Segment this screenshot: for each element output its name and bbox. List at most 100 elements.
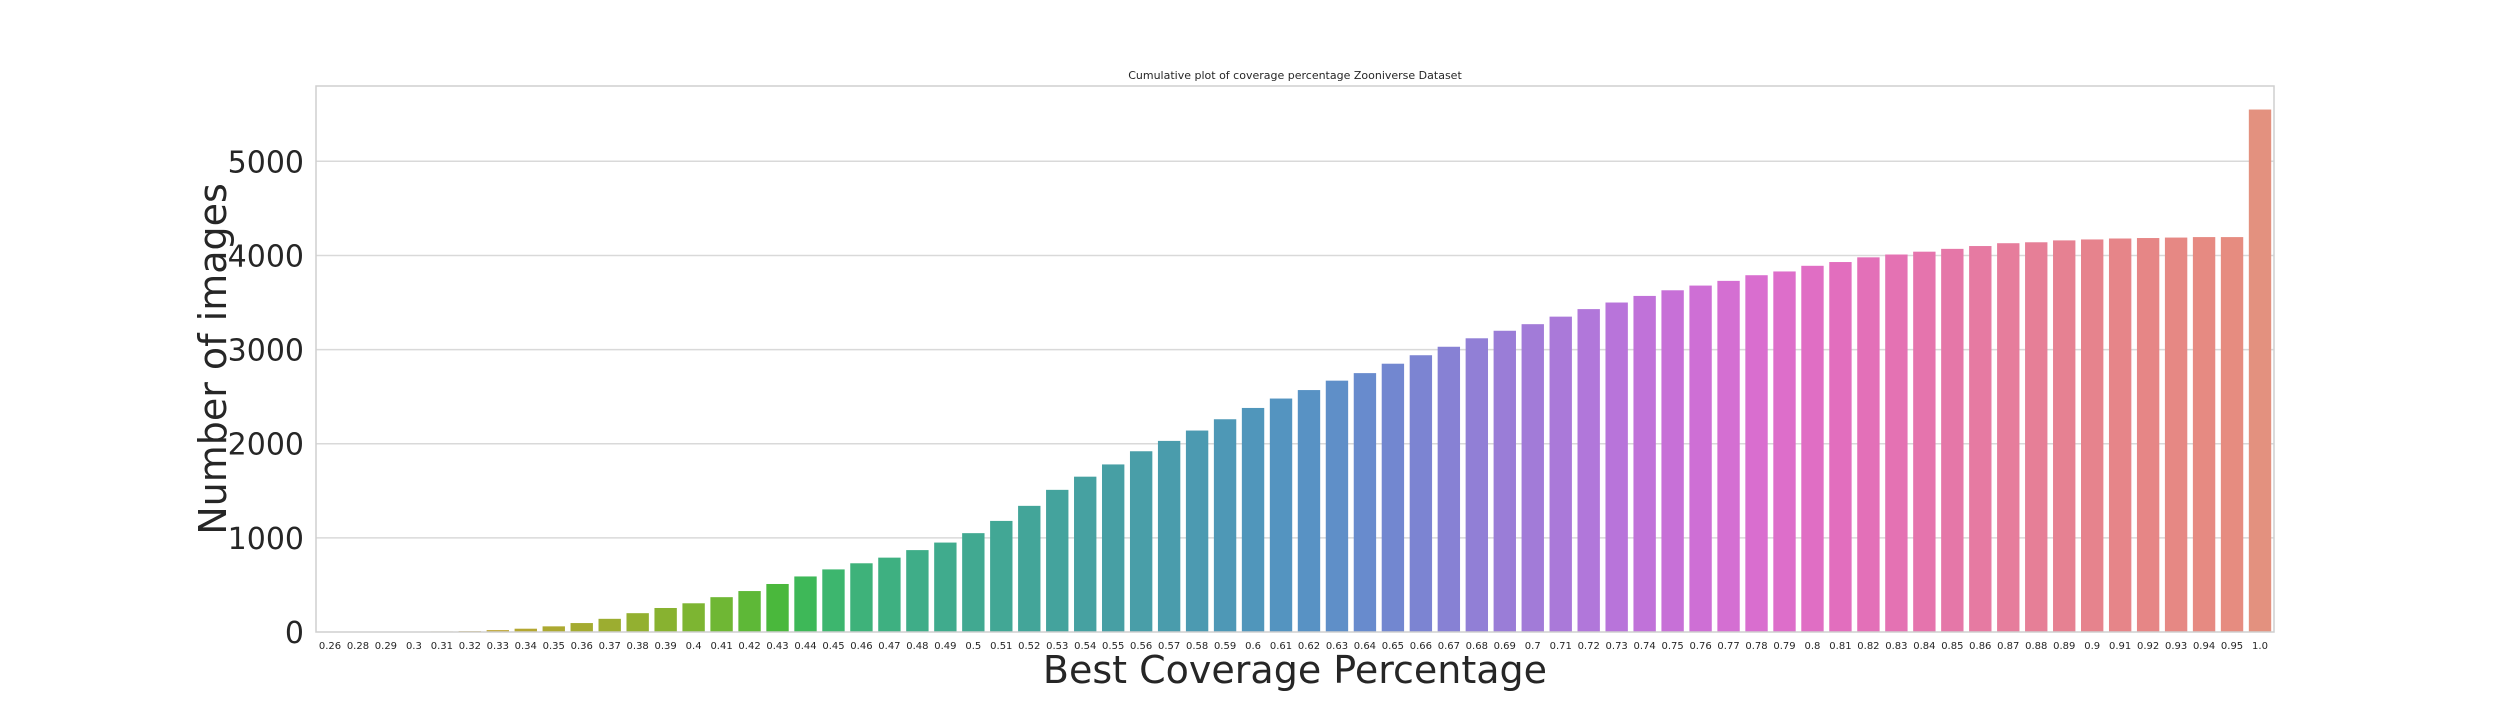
bar <box>599 619 621 632</box>
bar <box>2193 237 2215 632</box>
bar <box>1773 271 1795 632</box>
bar <box>2081 239 2103 632</box>
bar <box>1633 296 1655 632</box>
x-tick-label: 0.52 <box>1018 641 1040 652</box>
bar <box>1605 303 1627 632</box>
x-tick-label: 0.47 <box>878 641 900 652</box>
x-tick-label: 0.81 <box>1829 641 1851 652</box>
x-tick-label: 0.39 <box>655 641 677 652</box>
bar <box>2165 238 2187 632</box>
bar <box>766 584 788 632</box>
x-tick-label: 0.46 <box>850 641 872 652</box>
bar <box>962 533 984 632</box>
x-tick-label: 0.88 <box>2025 641 2047 652</box>
x-tick-label: 0.8 <box>1805 641 1821 652</box>
bar <box>1074 477 1096 632</box>
x-tick-label: 0.92 <box>2137 641 2159 652</box>
bar <box>1298 390 1320 632</box>
bar <box>1270 399 1292 632</box>
chart-title: Cumulative plot of coverage percentage Z… <box>1128 69 1462 82</box>
bar <box>654 608 676 632</box>
bar <box>710 597 732 632</box>
bar <box>1242 408 1264 632</box>
bar <box>1382 364 1404 632</box>
bar <box>1214 419 1236 632</box>
x-tick-label: 0.75 <box>1661 641 1683 652</box>
bar <box>571 623 593 632</box>
bar <box>2249 110 2271 632</box>
bar <box>1550 317 1572 632</box>
bar <box>1857 257 1879 632</box>
y-tick-label: 3000 <box>228 334 304 369</box>
y-tick-label: 0 <box>285 616 304 651</box>
bar <box>1941 249 1963 632</box>
x-tick-label: 0.31 <box>431 641 453 652</box>
x-tick-label: 0.42 <box>738 641 760 652</box>
bar <box>1801 266 1823 632</box>
x-tick-label: 0.85 <box>1941 641 1963 652</box>
bars <box>319 110 2271 632</box>
bar <box>1158 441 1180 632</box>
x-tick-label: 0.49 <box>934 641 956 652</box>
x-tick-label: 0.71 <box>1550 641 1572 652</box>
bar <box>2137 238 2159 632</box>
bar <box>543 626 565 632</box>
bar <box>1913 252 1935 632</box>
x-tick-label: 0.87 <box>1997 641 2019 652</box>
bar <box>1969 246 1991 632</box>
x-tick-label: 0.79 <box>1773 641 1795 652</box>
y-axis-label: Number of images <box>191 183 235 535</box>
bar <box>794 576 816 632</box>
x-tick-label: 0.43 <box>766 641 788 652</box>
y-tick-label: 2000 <box>228 428 304 463</box>
x-tick-label: 0.4 <box>686 641 702 652</box>
y-tick-label: 5000 <box>228 145 304 180</box>
x-tick-label: 0.5 <box>965 641 981 652</box>
x-tick-label: 0.36 <box>571 641 593 652</box>
bar <box>1689 286 1711 632</box>
bar <box>878 558 900 632</box>
x-tick-label: 0.48 <box>906 641 928 652</box>
x-tick-label: 0.77 <box>1717 641 1739 652</box>
bar <box>1018 506 1040 632</box>
bar <box>2221 237 2243 632</box>
bar <box>1745 275 1767 632</box>
x-tick-label: 0.45 <box>822 641 844 652</box>
x-tick-label: 0.84 <box>1913 641 1935 652</box>
x-tick-label: 0.76 <box>1689 641 1711 652</box>
x-tick-label: 0.28 <box>347 641 369 652</box>
bar <box>1130 451 1152 632</box>
x-tick-label: 0.94 <box>2193 641 2215 652</box>
bar <box>1522 324 1544 632</box>
x-tick-label: 0.33 <box>487 641 509 652</box>
bar <box>2109 239 2131 632</box>
x-tick-label: 0.86 <box>1969 641 1991 652</box>
y-tick-label: 4000 <box>228 239 304 274</box>
bar <box>1046 490 1068 632</box>
bar <box>822 569 844 632</box>
x-tick-label: 0.83 <box>1885 641 1907 652</box>
bar <box>990 521 1012 632</box>
x-tick-label: 0.72 <box>1578 641 1600 652</box>
x-tick-label: 0.44 <box>794 641 816 652</box>
bar <box>906 550 928 632</box>
bar <box>1354 373 1376 632</box>
x-tick-label: 0.91 <box>2109 641 2131 652</box>
bar <box>738 591 760 632</box>
x-tick-label: 0.93 <box>2165 641 2187 652</box>
bar <box>626 613 648 632</box>
x-tick-label: 0.73 <box>1606 641 1628 652</box>
bar <box>1661 290 1683 632</box>
x-tick-label: 0.37 <box>599 641 621 652</box>
bar <box>1102 464 1124 632</box>
x-tick-label: 0.32 <box>459 641 481 652</box>
x-tick-label: 0.89 <box>2053 641 2075 652</box>
x-axis-label: Best Coverage Percentage <box>1043 648 1547 692</box>
bar <box>682 603 704 632</box>
x-tick-label: 0.38 <box>627 641 649 652</box>
x-tick-label: 0.35 <box>543 641 565 652</box>
x-tick-label: 0.78 <box>1745 641 1767 652</box>
bar <box>1885 255 1907 632</box>
